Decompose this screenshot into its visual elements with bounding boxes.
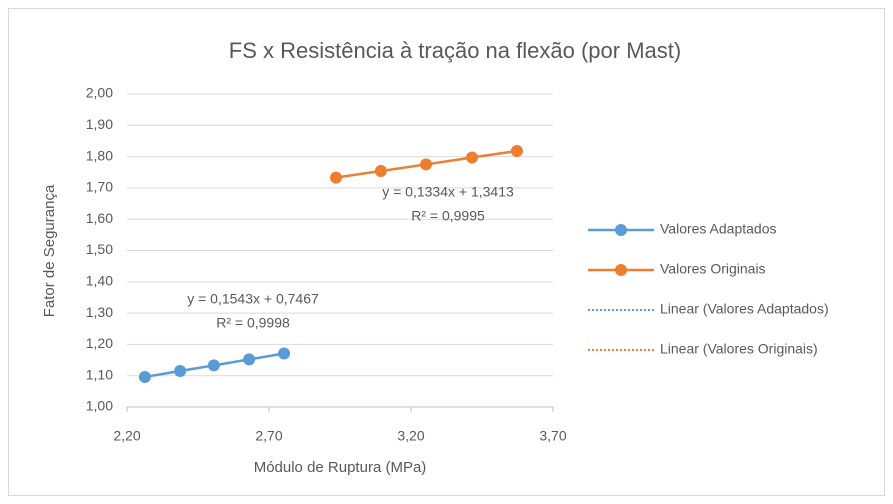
x-tick-label: 2,20	[113, 428, 140, 444]
y-tick-label: 1,50	[86, 241, 113, 257]
y-tick-label: 1,90	[86, 116, 113, 132]
x-tick-label: 3,20	[397, 428, 424, 444]
legend-label: Valores Originais	[660, 261, 766, 277]
chart-title: FS x Resistência à tração na flexão (por…	[229, 38, 681, 63]
y-tick-label: 1,70	[86, 179, 113, 195]
legend-label: Linear (Valores Adaptados)	[660, 301, 829, 317]
point	[420, 158, 433, 171]
point	[174, 365, 187, 378]
x-tick-label: 2,70	[255, 428, 282, 444]
legend-label: Linear (Valores Originais)	[660, 341, 818, 357]
y-tick-label: 1,10	[86, 366, 113, 382]
trendline	[144, 352, 285, 378]
y-tick-label: 1,30	[86, 304, 113, 320]
trendline-equation: y = 0,1334x + 1,3413	[382, 184, 514, 200]
y-tick-label: 1,20	[86, 335, 113, 351]
y-tick-label: 1,80	[86, 147, 113, 163]
trendline	[335, 149, 518, 179]
legend-label: Valores Adaptados	[660, 221, 777, 237]
y-tick-label: 1,40	[86, 273, 113, 289]
y-tick-label: 2,00	[86, 85, 113, 101]
x-axis-title: Módulo de Ruptura (MPa)	[254, 459, 427, 476]
y-tick-label: 1,60	[86, 210, 113, 226]
y-axis-title: Fator de Segurança	[41, 184, 58, 317]
trendline-equation: R² = 0,9998	[216, 315, 290, 331]
point	[510, 144, 523, 157]
trendline-equation: y = 0,1543x + 0,7467	[187, 291, 319, 307]
legend-marker	[615, 224, 627, 236]
trendline-equation: R² = 0,9995	[411, 208, 485, 224]
chart-border	[8, 8, 885, 496]
y-tick-label: 1,00	[86, 398, 113, 414]
legend-marker	[615, 264, 627, 276]
x-tick-label: 3,70	[539, 428, 566, 444]
